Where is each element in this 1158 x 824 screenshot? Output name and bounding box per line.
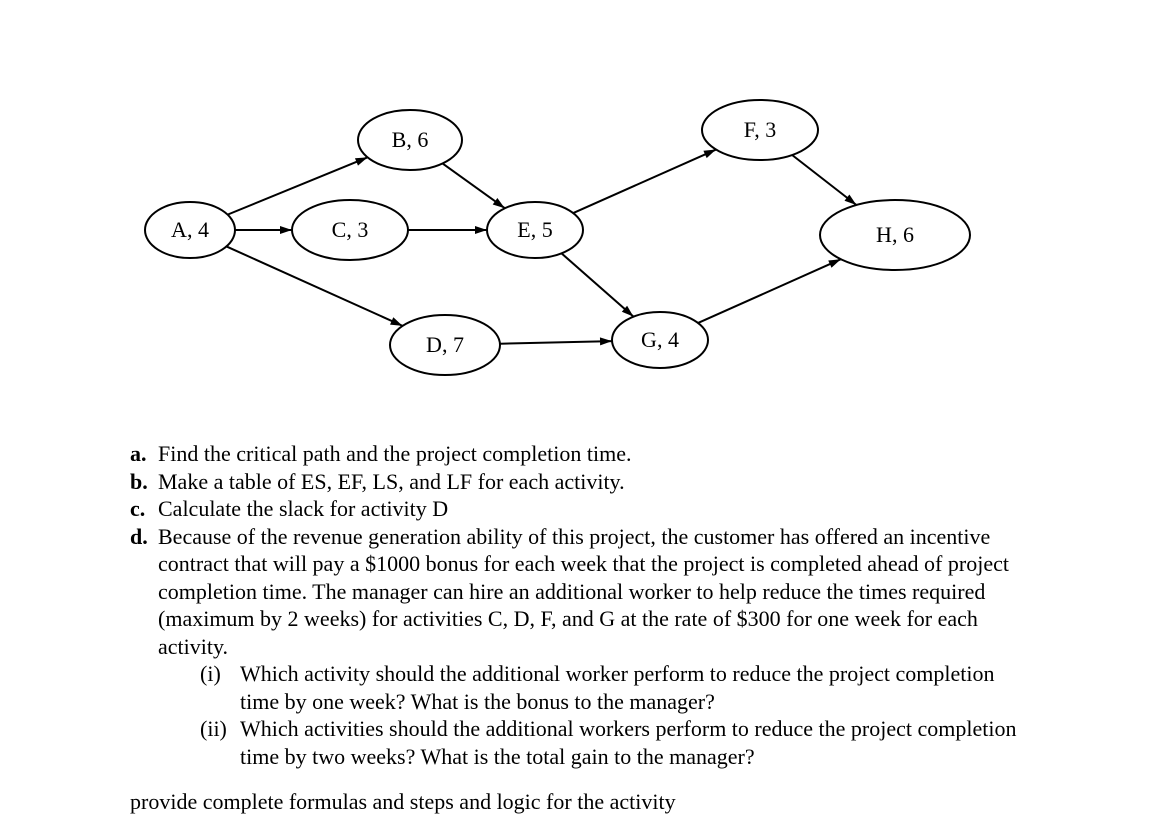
text-c: Calculate the slack for activity D	[158, 496, 448, 521]
question-text-block: a. Find the critical path and the projec…	[130, 440, 1030, 816]
marker-b: b.	[130, 468, 148, 496]
node-label-H: H, 6	[876, 222, 914, 248]
arrowhead-G-H	[828, 259, 841, 268]
text-d-ii: Which activities should the additional w…	[240, 716, 1016, 769]
arrowhead-C-E	[475, 226, 487, 234]
node-label-F: F, 3	[744, 117, 776, 143]
text-d: Because of the revenue generation abilit…	[158, 524, 1009, 659]
edge-E-F	[573, 150, 716, 213]
question-list: a. Find the critical path and the projec…	[130, 440, 1030, 770]
node-label-G: G, 4	[641, 327, 679, 353]
text-b: Make a table of ES, EF, LS, and LF for e…	[158, 469, 625, 494]
marker-d-ii: (ii)	[200, 715, 227, 743]
question-d: d. Because of the revenue generation abi…	[130, 523, 1030, 771]
marker-d: d.	[130, 523, 148, 551]
text-d-i: Which activity should the additional wor…	[240, 661, 994, 714]
arrowhead-A-D	[390, 317, 403, 326]
edge-F-H	[792, 155, 856, 205]
question-d-i: (i) Which activity should the additional…	[200, 660, 1030, 715]
node-label-A: A, 4	[171, 217, 209, 243]
marker-a: a.	[130, 440, 147, 468]
node-label-E: E, 5	[517, 217, 552, 243]
arrowhead-A-C	[280, 226, 292, 234]
question-d-sublist: (i) Which activity should the additional…	[200, 660, 1030, 770]
edge-A-D	[226, 246, 402, 325]
arrowhead-E-F	[703, 150, 716, 159]
edge-G-H	[698, 259, 841, 323]
question-c: c. Calculate the slack for activity D	[130, 495, 1030, 523]
marker-c: c.	[130, 495, 145, 523]
text-a: Find the critical path and the project c…	[158, 441, 631, 466]
arrowhead-A-B	[355, 157, 368, 165]
question-d-ii: (ii) Which activities should the additio…	[200, 715, 1030, 770]
edge-D-G	[500, 341, 612, 344]
marker-d-i: (i)	[200, 660, 221, 688]
node-label-B: B, 6	[392, 127, 429, 153]
activity-network-diagram	[0, 0, 1158, 420]
page-canvas: A, 4 B, 6 C, 3 D, 7 E, 5 F, 3 G, 4 H, 6 a. Find…	[0, 0, 1158, 824]
question-b: b. Make a table of ES, EF, LS, and LF fo…	[130, 468, 1030, 496]
arrowhead-B-E	[493, 198, 505, 208]
node-label-D: D, 7	[426, 332, 464, 358]
edge-E-G	[562, 253, 634, 316]
arrowhead-D-G	[600, 337, 612, 345]
footer-instruction: provide complete formulas and steps and …	[130, 788, 1030, 816]
node-label-C: C, 3	[332, 217, 369, 243]
question-a: a. Find the critical path and the projec…	[130, 440, 1030, 468]
